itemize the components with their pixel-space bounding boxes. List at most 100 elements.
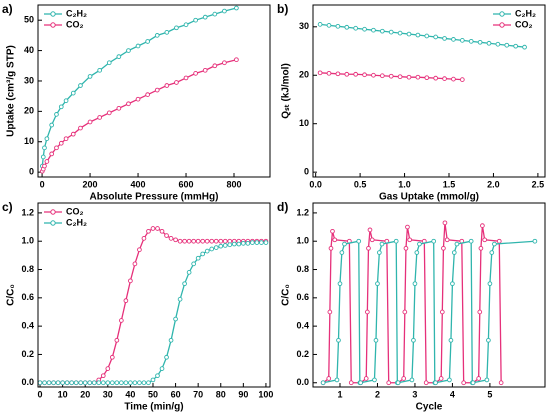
y-tick-label: 0 xyxy=(29,167,34,177)
data-point xyxy=(477,39,483,45)
data-point xyxy=(137,380,142,386)
data-point xyxy=(414,250,420,255)
data-point xyxy=(182,281,187,287)
series-line xyxy=(40,227,266,384)
data-point xyxy=(212,63,218,69)
x-tick-label: 200 xyxy=(83,179,98,189)
data-point xyxy=(91,380,97,386)
data-point xyxy=(259,240,264,245)
data-point xyxy=(388,29,394,35)
data-point xyxy=(164,233,169,238)
data-point xyxy=(480,223,485,228)
data-point xyxy=(128,380,133,386)
y-tick-label: 0.6 xyxy=(296,292,309,302)
data-point xyxy=(150,226,156,231)
data-point xyxy=(146,228,151,234)
data-point xyxy=(106,60,112,66)
panel-label: a) xyxy=(2,2,13,16)
plot-frame xyxy=(37,202,271,388)
data-point xyxy=(204,238,210,244)
data-point xyxy=(78,380,84,386)
data-point xyxy=(58,104,64,110)
y-tick-label: 0.4 xyxy=(296,321,309,331)
data-point xyxy=(222,8,227,14)
data-point xyxy=(200,251,206,257)
data-point xyxy=(234,5,239,11)
data-point xyxy=(495,41,501,47)
data-point xyxy=(245,240,251,246)
data-point xyxy=(54,145,59,151)
x-tick-label: 30 xyxy=(103,389,113,399)
data-point xyxy=(97,115,103,120)
data-point xyxy=(222,60,227,66)
data-point xyxy=(63,98,69,104)
data-point xyxy=(388,73,394,79)
x-tick-label: 1.0 xyxy=(398,179,411,189)
data-point xyxy=(504,42,510,48)
data-point xyxy=(412,281,418,287)
panel-label: c) xyxy=(2,200,13,214)
x-tick-label: 0 xyxy=(40,179,45,189)
data-point xyxy=(164,83,170,88)
y-tick-label: 0.0 xyxy=(21,377,34,387)
y-tick-label: 30 xyxy=(24,75,34,85)
y-tick-label: 0.0 xyxy=(296,377,309,387)
data-point xyxy=(424,33,430,39)
data-point xyxy=(423,380,429,386)
data-point xyxy=(44,159,50,164)
data-point xyxy=(40,154,46,160)
x-axis-title: Time (min/g) xyxy=(124,402,183,413)
data-point xyxy=(330,228,335,234)
data-point xyxy=(369,237,375,243)
data-point xyxy=(367,227,373,233)
legend-marker xyxy=(50,22,56,28)
data-point xyxy=(191,261,196,267)
data-point xyxy=(406,31,412,37)
data-point xyxy=(417,241,422,247)
data-point xyxy=(58,140,64,146)
data-point xyxy=(60,380,65,386)
data-point xyxy=(317,70,323,76)
data-point xyxy=(87,119,93,125)
data-point xyxy=(371,27,376,33)
data-point xyxy=(174,80,179,85)
data-point xyxy=(476,376,482,381)
data-point xyxy=(403,245,409,251)
y-tick-label: 10 xyxy=(24,136,34,146)
data-point xyxy=(173,316,178,322)
data-point xyxy=(186,238,192,244)
data-point xyxy=(386,380,392,386)
data-point xyxy=(168,236,174,241)
data-point xyxy=(42,163,47,169)
data-point xyxy=(141,236,147,241)
data-point xyxy=(363,376,369,381)
x-tick-label: 600 xyxy=(179,179,194,189)
y-tick-label: 40 xyxy=(24,45,34,55)
series-line xyxy=(320,23,525,48)
data-point xyxy=(42,380,47,386)
data-point xyxy=(364,309,370,315)
series-line xyxy=(40,241,266,384)
data-point xyxy=(240,240,246,246)
x-tick-label: 1 xyxy=(337,389,342,399)
data-point xyxy=(51,380,56,386)
data-point xyxy=(484,377,490,383)
panel-label: b) xyxy=(277,2,288,16)
x-tick-label: 0 xyxy=(38,389,43,399)
data-point xyxy=(193,71,198,76)
data-point xyxy=(406,74,412,80)
data-point xyxy=(222,243,228,248)
legend-label: C₂H₂ xyxy=(66,8,87,18)
x-tick-label: 400 xyxy=(131,179,146,189)
x-tick-label: 2.0 xyxy=(487,179,500,189)
data-point xyxy=(486,40,492,46)
data-point xyxy=(411,337,416,343)
data-point xyxy=(119,318,124,323)
data-point xyxy=(182,238,187,244)
data-point xyxy=(236,241,242,247)
data-point xyxy=(154,33,160,38)
data-point xyxy=(116,54,122,60)
data-point xyxy=(186,270,192,275)
legend-label: CO₂ xyxy=(66,19,84,29)
data-point xyxy=(135,43,141,49)
